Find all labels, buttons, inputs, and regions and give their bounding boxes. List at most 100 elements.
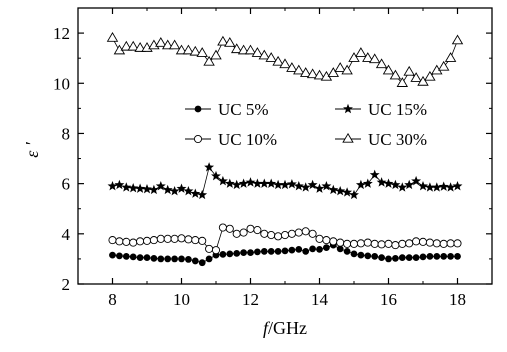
data-point [368, 53, 381, 64]
data-point [301, 227, 310, 236]
data-point [453, 239, 462, 248]
data-point [357, 251, 365, 259]
data-point [376, 177, 387, 187]
data-point [336, 238, 345, 247]
legend-entry: UC 15% [335, 100, 427, 119]
data-point [183, 185, 194, 196]
series-2 [108, 223, 462, 255]
data-point [300, 182, 311, 192]
data-point [191, 236, 200, 245]
data-point [171, 255, 179, 263]
data-point [327, 67, 340, 77]
data-point [161, 39, 174, 50]
data-point [293, 64, 305, 75]
series-3 [107, 162, 463, 200]
data-point [225, 224, 234, 233]
data-point [107, 180, 118, 191]
data-point [239, 228, 248, 237]
data-point [178, 255, 185, 263]
legend: UC 5% UC 10% UC 15% UC 30% [185, 100, 427, 149]
data-point [437, 60, 450, 71]
data-point [168, 39, 181, 50]
data-point [260, 229, 269, 238]
data-point [293, 180, 304, 191]
data-point [204, 162, 215, 172]
data-point [114, 179, 125, 190]
data-point [370, 239, 379, 248]
data-point [134, 42, 146, 52]
data-point [196, 47, 208, 57]
data-point [258, 49, 271, 60]
data-point [355, 179, 366, 190]
x-axis-title: f/GHz [263, 318, 307, 338]
data-point [238, 178, 249, 188]
data-point [184, 235, 193, 244]
data-point [313, 69, 326, 80]
data-point [439, 239, 448, 248]
legend-label: UC 5% [218, 100, 269, 119]
data-point [232, 229, 241, 238]
data-point [362, 178, 373, 188]
data-point [240, 249, 248, 257]
data-point [127, 40, 139, 51]
data-point [405, 254, 413, 262]
data-point [182, 44, 195, 55]
data-point [156, 234, 165, 243]
series-1 [109, 241, 461, 267]
legend-entry: UC 10% [185, 130, 277, 149]
data-point [295, 245, 303, 253]
data-point [417, 75, 429, 86]
data-point [253, 226, 262, 235]
data-point [432, 239, 441, 248]
data-point [343, 247, 351, 255]
data-point [288, 246, 296, 254]
data-point [185, 256, 192, 263]
data-point [252, 178, 263, 188]
data-point [116, 252, 123, 260]
data-point [349, 189, 359, 200]
data-point [299, 67, 312, 77]
data-point [384, 239, 393, 248]
data-point [210, 49, 222, 60]
data-point [410, 72, 422, 82]
data-point [356, 239, 365, 248]
data-point [426, 253, 434, 260]
data-point [364, 252, 372, 260]
data-point [155, 180, 166, 191]
x-tick-label: 18 [449, 290, 466, 309]
data-point [280, 179, 290, 190]
data-point [136, 237, 145, 246]
data-point [404, 179, 415, 190]
data-point [251, 47, 264, 57]
data-point [247, 249, 254, 257]
data-point [412, 237, 421, 246]
data-point [315, 234, 324, 243]
data-point [233, 249, 241, 257]
data-point [142, 236, 152, 245]
data-point [350, 250, 358, 258]
data-point [355, 47, 367, 57]
data-point [231, 179, 242, 190]
data-point [451, 34, 464, 45]
data-point [190, 188, 201, 198]
data-point [274, 247, 282, 255]
data-point [175, 44, 188, 55]
data-point [433, 253, 441, 260]
data-point [392, 255, 399, 262]
data-point [273, 179, 284, 190]
data-point [205, 244, 214, 253]
data-point [390, 179, 401, 190]
data-point [266, 178, 277, 188]
data-point [445, 182, 456, 192]
data-point [398, 254, 406, 262]
data-point [109, 251, 116, 259]
data-point [224, 178, 235, 188]
data-point [348, 52, 360, 62]
data-point [383, 178, 394, 188]
x-axis-title-italic: f [263, 318, 271, 338]
data-point [230, 43, 243, 54]
data-point [306, 68, 319, 79]
data-point [362, 52, 374, 62]
legend-marker [342, 132, 354, 143]
